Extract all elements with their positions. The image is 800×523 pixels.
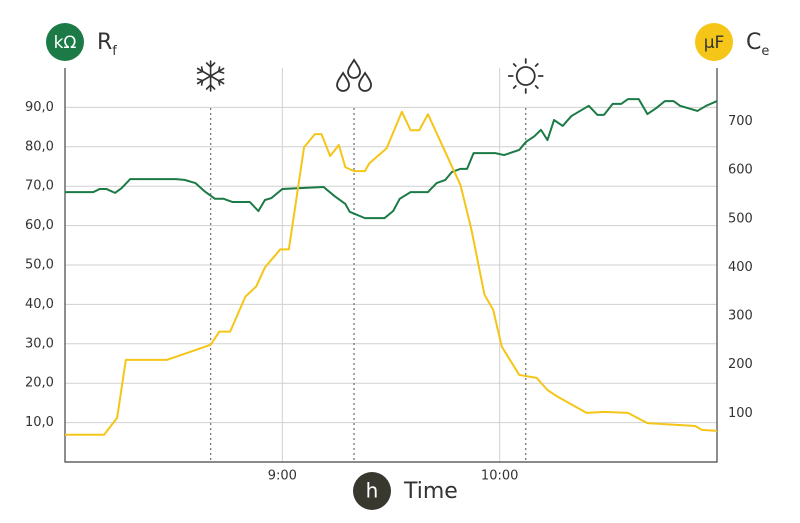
y-tick-label: 50,0: [25, 258, 54, 273]
series-line: [65, 110, 718, 436]
y2-label: Ce: [746, 30, 769, 59]
y2-tick-label: 200: [728, 357, 753, 372]
y-tick-label: 90,0: [25, 100, 54, 115]
y-tick-label: 80,0: [25, 139, 54, 154]
y2-unit: μF: [704, 33, 725, 53]
y-tick-label: 30,0: [25, 336, 54, 351]
y-label-sub: f: [112, 44, 117, 59]
y-label-main: R: [97, 30, 112, 55]
sun-icon: [507, 58, 544, 94]
y-tick-label: 40,0: [25, 297, 54, 312]
y-unit-badge: [46, 23, 84, 61]
snow-icon: [196, 60, 225, 92]
x-tick-label: 9:00: [268, 469, 297, 484]
y-tick-label: 20,0: [25, 376, 54, 391]
x-label: Time: [403, 479, 458, 504]
y-tick-label: 60,0: [25, 218, 54, 233]
x-tick-label: 10:00: [481, 469, 518, 484]
y2-tick-label: 300: [728, 309, 753, 324]
y2-tick-label: 500: [728, 211, 753, 226]
drops-icon: [336, 58, 372, 92]
y2-tick-label: 400: [728, 260, 753, 275]
y-label: Rf: [97, 30, 117, 59]
y2-label-main: C: [746, 30, 761, 55]
x-unit-badge: [353, 472, 391, 510]
y-tick-label: 70,0: [25, 179, 54, 194]
series-line: [65, 98, 718, 220]
axis: [64, 68, 718, 463]
y2-label-sub: e: [761, 44, 769, 59]
y2-unit-badge: [695, 23, 733, 61]
y-unit: kΩ: [54, 33, 77, 53]
y-tick-label: 10,0: [25, 415, 54, 430]
x-unit: h: [366, 479, 379, 503]
y2-tick-label: 100: [728, 406, 753, 421]
y2-tick-label: 700: [728, 114, 753, 129]
y2-tick-label: 600: [728, 163, 753, 178]
